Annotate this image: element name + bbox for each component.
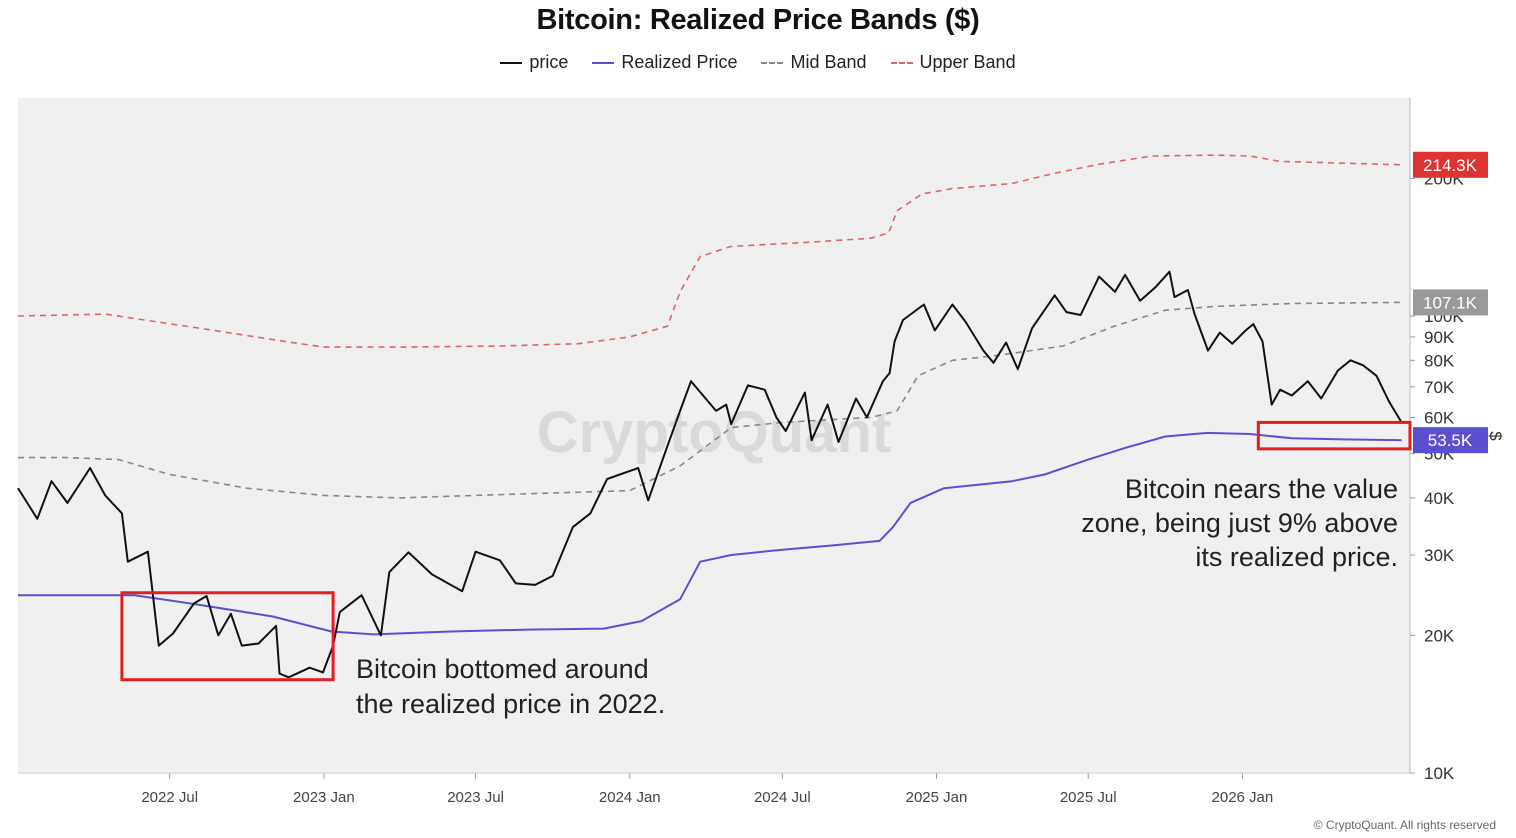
chart-title: Bitcoin: Realized Price Bands ($): [536, 4, 980, 36]
highlight-box-1: [120, 591, 335, 682]
annotation-2026-line: its realized price.: [1195, 542, 1398, 572]
x-tick-label: 2023 Jan: [293, 789, 355, 806]
series-line-upper-band: [17, 154, 1402, 348]
x-tick-label: 2024 Jan: [599, 789, 661, 806]
y-tick-label: 60K: [1424, 408, 1455, 427]
legend-label-upper-band: Upper Band: [919, 52, 1016, 72]
legend-item-mid-band[interactable]: Mid Band: [761, 52, 867, 73]
chart-legend: price Realized Price Mid Band Upper Band: [0, 52, 1516, 73]
watermark-text: CryptoQuant: [537, 400, 891, 465]
copyright-text: © CryptoQuant. All rights reserved: [1313, 818, 1496, 832]
value-badge-label: 214.3K: [1423, 156, 1478, 175]
legend-label-price: price: [529, 52, 569, 72]
value-badge-label: 53.5K: [1428, 431, 1473, 450]
annotation-2022-line: Bitcoin bottomed around: [356, 654, 649, 684]
legend-item-realized-price[interactable]: Realized Price: [592, 52, 737, 73]
legend-item-price[interactable]: price: [500, 52, 568, 73]
x-tick-label: 2022 Jul: [141, 789, 198, 806]
legend-swatch-mid-band: [761, 61, 784, 64]
y-tick-label: 20K: [1424, 626, 1455, 645]
y-tick-label: 80K: [1424, 351, 1455, 370]
legend-item-upper-band[interactable]: Upper Band: [890, 52, 1016, 73]
legend-swatch-realized-price: [592, 61, 615, 64]
y-unit-label: $: [1486, 431, 1505, 441]
value-badge: [1413, 151, 1488, 178]
x-tick-label: 2024 Jul: [754, 789, 811, 806]
highlight-box-2: [1256, 420, 1412, 451]
series-line-mid-band: [18, 301, 1402, 499]
annotation-2026-line: zone, being just 9% above: [1081, 508, 1398, 538]
y-tick-label: 70K: [1424, 378, 1455, 397]
legend-swatch-price: [500, 61, 523, 64]
x-tick-label: 2023 Jul: [447, 789, 504, 806]
x-tick-label: 2025 Jul: [1060, 789, 1117, 806]
value-badge: [1413, 427, 1488, 454]
series-line-price: [17, 270, 1403, 679]
y-tick-label: 40K: [1424, 489, 1455, 508]
legend-swatch-upper-band: [890, 61, 913, 64]
annotation-2022-line: the realized price in 2022.: [356, 689, 665, 719]
x-tick-label: 2025 Jan: [906, 789, 968, 806]
legend-label-realized-price: Realized Price: [621, 52, 738, 72]
y-tick-label: 90K: [1424, 328, 1455, 347]
value-badge-label: 107.1K: [1423, 293, 1478, 312]
legend-label-mid-band: Mid Band: [790, 52, 867, 72]
x-tick-label: 2026 Jan: [1212, 789, 1274, 806]
value-badge: [1413, 289, 1488, 316]
annotation-2026-line: Bitcoin nears the value: [1125, 474, 1398, 504]
y-tick-label: 30K: [1424, 546, 1455, 565]
series-line-realized-price: [18, 431, 1402, 636]
y-tick-label: 10K: [1424, 764, 1455, 783]
